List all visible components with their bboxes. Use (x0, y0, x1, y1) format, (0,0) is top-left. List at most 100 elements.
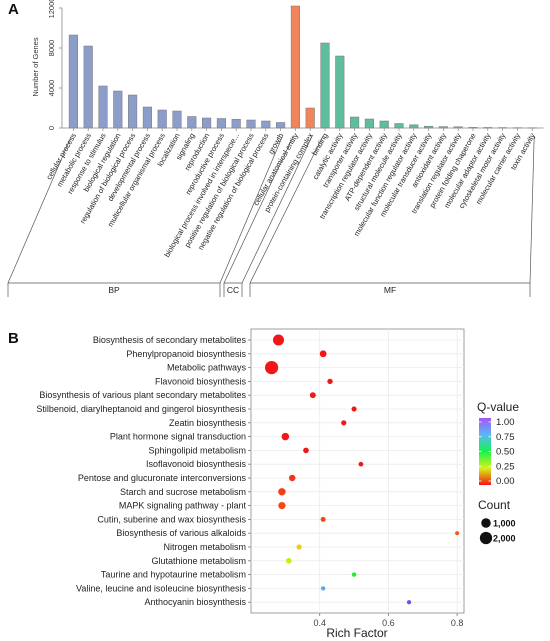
bar (409, 124, 419, 129)
data-point (351, 406, 357, 412)
bar (394, 123, 404, 129)
group-label: BP (108, 285, 120, 295)
pathway-label: Glutathione metabolism (151, 556, 246, 566)
x-tick-label: 0.6 (382, 618, 395, 628)
pathway-label: MAPK signaling pathway - plant (119, 501, 247, 511)
pathway-label: Pentose and glucuronate interconversions (78, 473, 247, 483)
pathway-label: Sphingolipid metabolism (148, 445, 246, 455)
group-label: CC (227, 285, 239, 295)
legend-qvalue-title: Q-value (477, 400, 519, 414)
bar (83, 45, 93, 129)
pathway-label: Flavonoid biosynthesis (155, 376, 247, 386)
bar (379, 120, 389, 129)
qvalue-colorbar (479, 418, 491, 485)
size-legend-dot (481, 518, 491, 528)
data-point (265, 361, 279, 375)
group-bracket (7, 135, 283, 284)
x-tick-label: 0.8 (451, 618, 464, 628)
plot-panel (250, 328, 465, 614)
pathway-label: Taurine and hypotaurine metabolism (101, 570, 246, 580)
pathway-label: Anthocyanin biosynthesis (144, 597, 246, 607)
pathway-label: Isoflavonoid biosynthesis (146, 459, 247, 469)
bar (187, 116, 197, 129)
size-legend-label: 2,000 (493, 534, 516, 544)
colorbar-label: 0.50 (496, 447, 515, 458)
data-point (278, 501, 286, 510)
bar (98, 85, 108, 129)
pathway-label: Nitrogen metabolism (163, 542, 246, 552)
data-point (351, 572, 357, 577)
bar (320, 42, 330, 129)
pathway-label: Cutin, suberine and wax biosynthesis (97, 514, 246, 524)
kegg-bubble-chart: Rich Factor Q-value Count 0.4 0.6 0.8 Biosy… (36, 328, 519, 640)
size-legend-label: 1,000 (493, 519, 516, 529)
panel-a-label: A (8, 1, 19, 18)
group-bracket (223, 135, 313, 284)
colorbar-label: 0.25 (496, 461, 515, 472)
data-point (455, 531, 460, 536)
y-tick-label: 8000 (47, 40, 56, 57)
pathway-label: Starch and sucrose metabolism (120, 487, 246, 497)
legend-count-title: Count (478, 498, 511, 512)
data-point (320, 516, 326, 522)
pathway-label: Metabolic pathways (167, 363, 247, 373)
bar (142, 106, 152, 129)
size-legend-dot (479, 531, 493, 545)
data-point (319, 350, 327, 358)
bar (438, 126, 448, 129)
bar (231, 118, 241, 129)
pathway-label: Valine, leucine and isoleucine biosynthe… (76, 583, 246, 593)
pathway-label: Biosynthesis of various plant secondary … (39, 390, 246, 400)
panel-b-label: B (8, 330, 19, 347)
y-tick-label: 12000 (47, 0, 56, 18)
bar (128, 94, 138, 129)
bar (172, 110, 182, 129)
bar (453, 126, 463, 129)
bar (290, 5, 300, 129)
bar (276, 122, 286, 129)
y-axis-title: Number of Genes (31, 37, 40, 96)
data-point (303, 447, 309, 454)
y-tick-label: 0 (47, 126, 56, 130)
x-axis-title: Rich Factor (326, 626, 387, 640)
data-point (320, 586, 326, 591)
bar (468, 127, 478, 129)
bar (483, 127, 493, 129)
data-point (278, 488, 286, 496)
bar (305, 107, 315, 129)
pathway-label: Stilbenoid, diarylheptanoid and gingerol… (36, 404, 246, 414)
pathway-label: Biosynthesis of secondary metabolites (93, 335, 247, 345)
bar (157, 109, 167, 129)
bar (350, 116, 360, 129)
bar (335, 55, 345, 129)
bar (202, 117, 212, 129)
data-point (285, 557, 292, 564)
data-point (327, 378, 333, 385)
data-point (341, 420, 347, 426)
pathway-label: Plant hormone signal transduction (110, 432, 246, 442)
bar (261, 120, 271, 129)
data-point (296, 544, 302, 550)
bar (424, 125, 434, 129)
data-point (406, 600, 412, 605)
bar (216, 118, 226, 129)
bar (113, 90, 123, 129)
group-bracket (249, 135, 535, 284)
pathway-label: Biosynthesis of various alkaloids (116, 528, 246, 538)
data-point (358, 461, 364, 467)
colorbar-label: 0.00 (496, 476, 515, 487)
bar (246, 119, 256, 129)
data-point (309, 392, 316, 399)
pathway-label: Zeatin biosynthesis (169, 418, 247, 428)
data-point (272, 334, 284, 346)
data-point (281, 432, 290, 441)
colorbar-label: 1.00 (496, 417, 515, 428)
colorbar-label: 0.75 (496, 432, 515, 443)
data-point (288, 474, 296, 482)
y-tick-label: 4000 (47, 80, 56, 97)
x-tick-label: 0.4 (313, 618, 326, 628)
bar (364, 118, 374, 129)
pathway-label: Phenylpropanoid biosynthesis (126, 349, 246, 359)
